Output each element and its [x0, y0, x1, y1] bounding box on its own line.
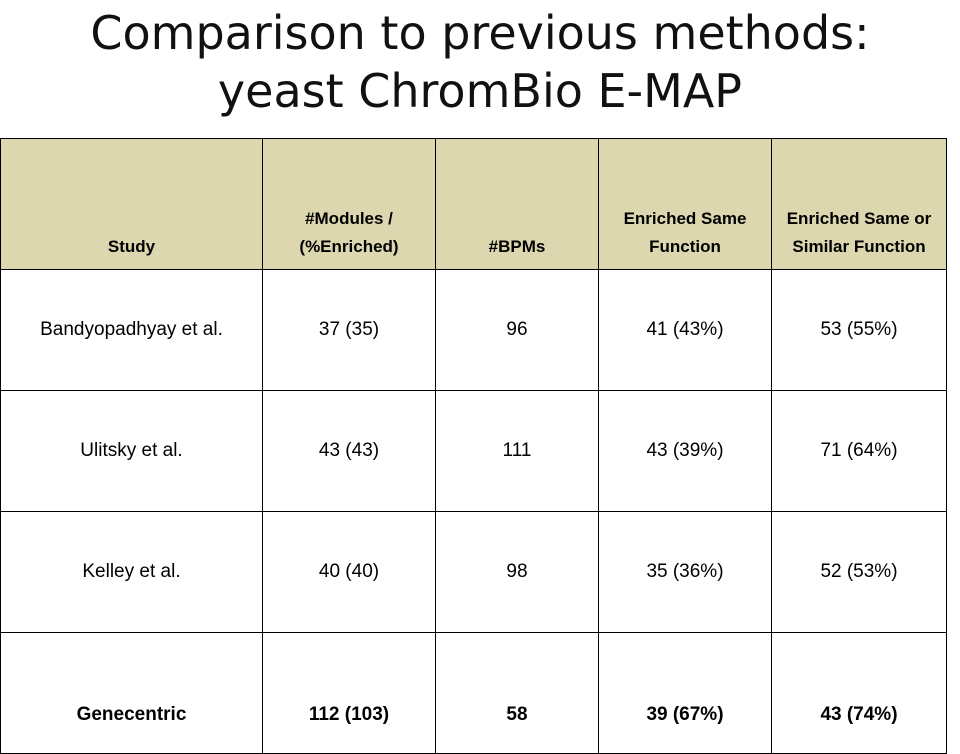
- cell-enriched-similar: 53 (55%): [771, 269, 947, 391]
- comparison-table: Study #Modules / (%Enriched) #BPMs Enric…: [0, 138, 947, 754]
- cell-modules: 40 (40): [262, 511, 436, 633]
- cell-modules: 37 (35): [262, 269, 436, 391]
- cell-enriched-similar: 52 (53%): [771, 511, 947, 633]
- cell-enriched-same: 41 (43%): [598, 269, 772, 391]
- cell-enriched-similar: 71 (64%): [771, 390, 947, 512]
- table-header-row: Study #Modules / (%Enriched) #BPMs Enric…: [0, 138, 947, 270]
- table-row: Kelley et al. 40 (40) 98 35 (36%) 52 (53…: [0, 511, 947, 633]
- cell-enriched-same: 43 (39%): [598, 390, 772, 512]
- table-row: Ulitsky et al. 43 (43) 111 43 (39%) 71 (…: [0, 390, 947, 512]
- header-bpms: #BPMs: [435, 138, 599, 270]
- cell-enriched-similar: 43 (74%): [771, 632, 947, 754]
- header-modules: #Modules / (%Enriched): [262, 138, 436, 270]
- header-study: Study: [0, 138, 263, 270]
- slide-title-line-1: Comparison to previous methods:: [90, 6, 870, 60]
- table-row: Bandyopadhyay et al. 37 (35) 96 41 (43%)…: [0, 269, 947, 391]
- cell-enriched-same: 35 (36%): [598, 511, 772, 633]
- cell-bpms: 111: [435, 390, 599, 512]
- cell-study: Ulitsky et al.: [0, 390, 263, 512]
- slide-title-line-2: yeast ChromBio E-MAP: [217, 64, 743, 118]
- cell-bpms: 98: [435, 511, 599, 633]
- cell-modules: 112 (103): [262, 632, 436, 754]
- header-enriched-similar: Enriched Same or Similar Function: [771, 138, 947, 270]
- cell-modules: 43 (43): [262, 390, 436, 512]
- cell-bpms: 58: [435, 632, 599, 754]
- slide-title: Comparison to previous methods: yeast Ch…: [0, 4, 960, 120]
- cell-study: Genecentric: [0, 632, 263, 754]
- header-enriched-same: Enriched Same Function: [598, 138, 772, 270]
- cell-enriched-same: 39 (67%): [598, 632, 772, 754]
- cell-study: Kelley et al.: [0, 511, 263, 633]
- cell-study: Bandyopadhyay et al.: [0, 269, 263, 391]
- table-row-highlighted: Genecentric 112 (103) 58 39 (67%) 43 (74…: [0, 632, 947, 754]
- cell-bpms: 96: [435, 269, 599, 391]
